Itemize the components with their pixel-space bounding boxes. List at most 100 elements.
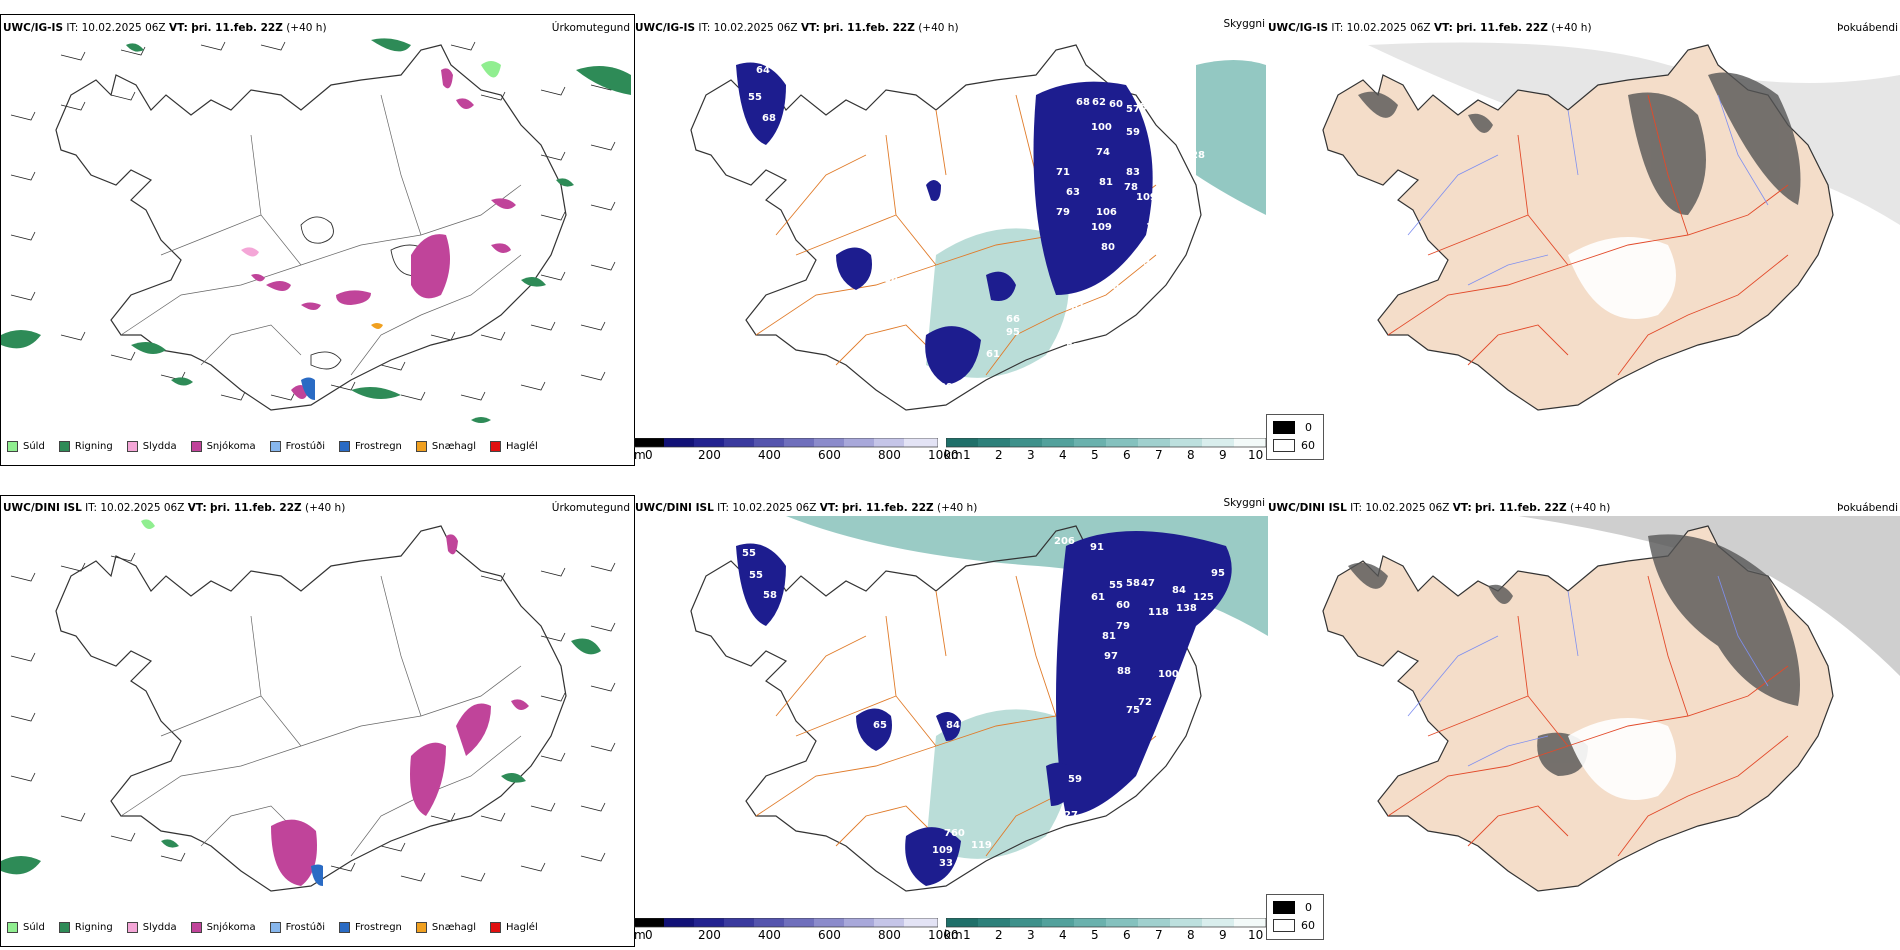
roads: [120, 94, 522, 376]
rain-patches: [1, 38, 631, 423]
cloud-map-top: 64 55 68 44 54 71 63 79 106 109 80 68 62…: [690, 44, 1266, 411]
value-label: 100: [1158, 669, 1179, 680]
tick: 800: [878, 448, 901, 462]
value-label: 84: [946, 720, 960, 731]
legend-swatch: [58, 441, 70, 452]
tick: 1: [963, 928, 971, 942]
fog-legend-low: 60: [1301, 439, 1315, 452]
ceiling-colorbar: [633, 917, 939, 928]
tick: 10: [1248, 928, 1264, 942]
init-time: 10.02.2025 06Z: [713, 22, 798, 34]
ceiling-value-labels: 55 55 58 150 110 65 84 95 84 125 138 118…: [742, 536, 1225, 869]
cloud-map-bottom: 55 55 58 150 110 65 84 95 84 125 138 118…: [690, 516, 1268, 892]
ceiling-patches: [736, 531, 1232, 886]
tick: 4: [1059, 448, 1067, 462]
value-label: 54: [1106, 282, 1120, 293]
value-label: 27: [1064, 810, 1078, 821]
lead-time: (+40 h): [304, 502, 346, 514]
legend-item-rigning: Rigning: [58, 441, 113, 452]
roads-red: [1387, 94, 1789, 376]
legend-swatch: [490, 922, 502, 933]
value-label: 63: [1066, 187, 1080, 198]
value-label: 62: [1092, 97, 1106, 108]
value-label: 100: [1091, 122, 1112, 133]
init-time: 10.02.2025 06Z: [81, 22, 166, 34]
legend-item-slydda: Slydda: [126, 922, 177, 933]
legend-swatch: [269, 922, 281, 933]
fog-legend-dark-swatch: [1273, 421, 1295, 434]
tick: 4: [1059, 928, 1067, 942]
cloud-title-bottom: UWC/DINI ISL IT: 10.02.2025 06Z VT: þri.…: [635, 502, 977, 514]
value-label: 150: [808, 625, 829, 636]
precip-type-legend-bottom: Súld Rigning Slydda Snjókoma Frostúði Fr…: [7, 922, 552, 933]
value-label: 39: [939, 382, 953, 393]
tick: 600: [818, 448, 841, 462]
value-label: 28: [1191, 150, 1205, 161]
tick: 5: [1091, 448, 1099, 462]
ceiling-value-labels: 64 55 68 44 54 71 63 79 106 109 80 68 62…: [711, 65, 1205, 398]
value-label: 79: [1116, 621, 1130, 632]
valid-time: þri. 11.feb. 22Z: [1456, 22, 1548, 34]
legend-swatch: [190, 441, 202, 452]
valid-time: þri. 11.feb. 22Z: [191, 22, 283, 34]
valid-time: þri. 11.feb. 22Z: [210, 502, 302, 514]
model-name: UWC/IG-IS: [635, 22, 696, 34]
tick: 3: [1027, 448, 1035, 462]
tick: 400: [758, 928, 781, 942]
legend-item-haglel: Haglél: [490, 922, 538, 933]
value-label: 109: [1136, 192, 1157, 203]
legend-item-snjokoma: Snjókoma: [190, 922, 256, 933]
legend-swatch: [126, 922, 138, 933]
value-label: 97: [1104, 651, 1118, 662]
rivers-blue: [1407, 94, 1769, 286]
model-name: UWC/DINI ISL: [635, 502, 714, 514]
legend-item-rigning: Rigning: [58, 922, 113, 933]
legend-item-snaehagl: Snæhagl: [415, 441, 476, 452]
value-label: 80: [1101, 242, 1115, 253]
precip-type-legend-top: Súld Rigning Slydda Snjókoma Frostúði Fr…: [7, 441, 552, 452]
fog-field-name-top: Þokuábendi: [1837, 22, 1898, 34]
lead-time: (+40 h): [918, 22, 959, 34]
tick: 0: [645, 928, 653, 942]
value-label: 44: [711, 129, 725, 140]
legend-item-frostudi: Frostúði: [269, 922, 325, 933]
value-label: 91: [1090, 542, 1104, 553]
value-label: 138: [1176, 603, 1197, 614]
tick: 0: [645, 448, 653, 462]
cloud-field-name-top: Skyggni: [1223, 18, 1266, 30]
model-name: UWC/DINI ISL: [1268, 502, 1347, 514]
value-label: 61: [1071, 302, 1085, 313]
scale-unit: km: [944, 928, 963, 942]
legend-item-snjokoma: Snjókoma: [190, 441, 256, 452]
value-label: 66: [1006, 314, 1020, 325]
tick: 2: [995, 928, 1003, 942]
visibility-colorbar: [945, 917, 1267, 928]
value-label: 68: [1076, 97, 1090, 108]
legend-item-slydda: Slydda: [126, 441, 177, 452]
fog-white-patches: [1568, 237, 1676, 319]
value-label: 64: [756, 65, 770, 76]
value-label: 109: [1091, 222, 1112, 233]
legend-swatch: [7, 922, 18, 933]
value-label: 106: [1096, 207, 1117, 218]
tick: 200: [698, 448, 721, 462]
value-label: 55: [749, 570, 763, 581]
tick: 9: [1219, 448, 1227, 462]
fog-legend-light-swatch: [1273, 919, 1295, 932]
value-label: 119: [971, 840, 992, 851]
value-label: 81: [1102, 631, 1116, 642]
value-label: 58: [1126, 578, 1140, 589]
value-label: 109: [932, 845, 953, 856]
tick: 5: [1091, 928, 1099, 942]
value-label: 59: [1126, 127, 1140, 138]
value-label: 54: [1140, 102, 1154, 113]
value-label: 102: [1146, 222, 1167, 233]
legend-item-frostregn: Frostregn: [339, 441, 402, 452]
value-label: 60: [1116, 600, 1130, 611]
value-label: 47: [1141, 578, 1155, 589]
value-label: 60: [1109, 99, 1123, 110]
value-label: 55: [748, 92, 762, 103]
fog-title-bottom: UWC/DINI ISL IT: 10.02.2025 06Z VT: þri.…: [1268, 502, 1610, 514]
tick: 200: [698, 928, 721, 942]
fog-field-name-bottom: Þokuábendi: [1837, 502, 1898, 514]
